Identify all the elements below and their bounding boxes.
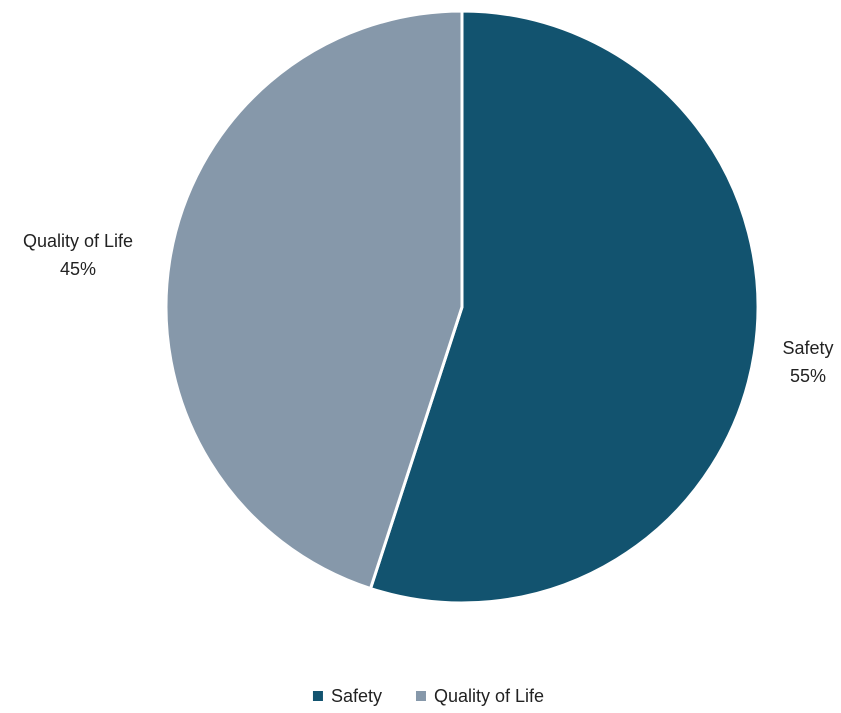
data-label-value-quality-of-life: 45% [60,259,96,279]
pie-slices [164,9,760,605]
legend-swatch-safety [312,691,323,701]
pie-slice-safety[interactable] [369,9,760,605]
legend-label-quality-of-life: Quality of Life [434,686,544,706]
slice-labels: Safety 55% Quality of Life 45% [23,231,834,386]
pie-slice-quality-of-life[interactable] [164,9,464,591]
legend-swatch-quality-of-life [415,691,426,701]
data-label-name-safety: Safety [782,338,833,358]
data-label-name-quality-of-life: Quality of Life [23,231,133,251]
legend-label-safety: Safety [331,686,382,706]
data-label-value-safety: 55% [790,366,826,386]
chart-legend: Safety Quality of Life [312,686,544,706]
